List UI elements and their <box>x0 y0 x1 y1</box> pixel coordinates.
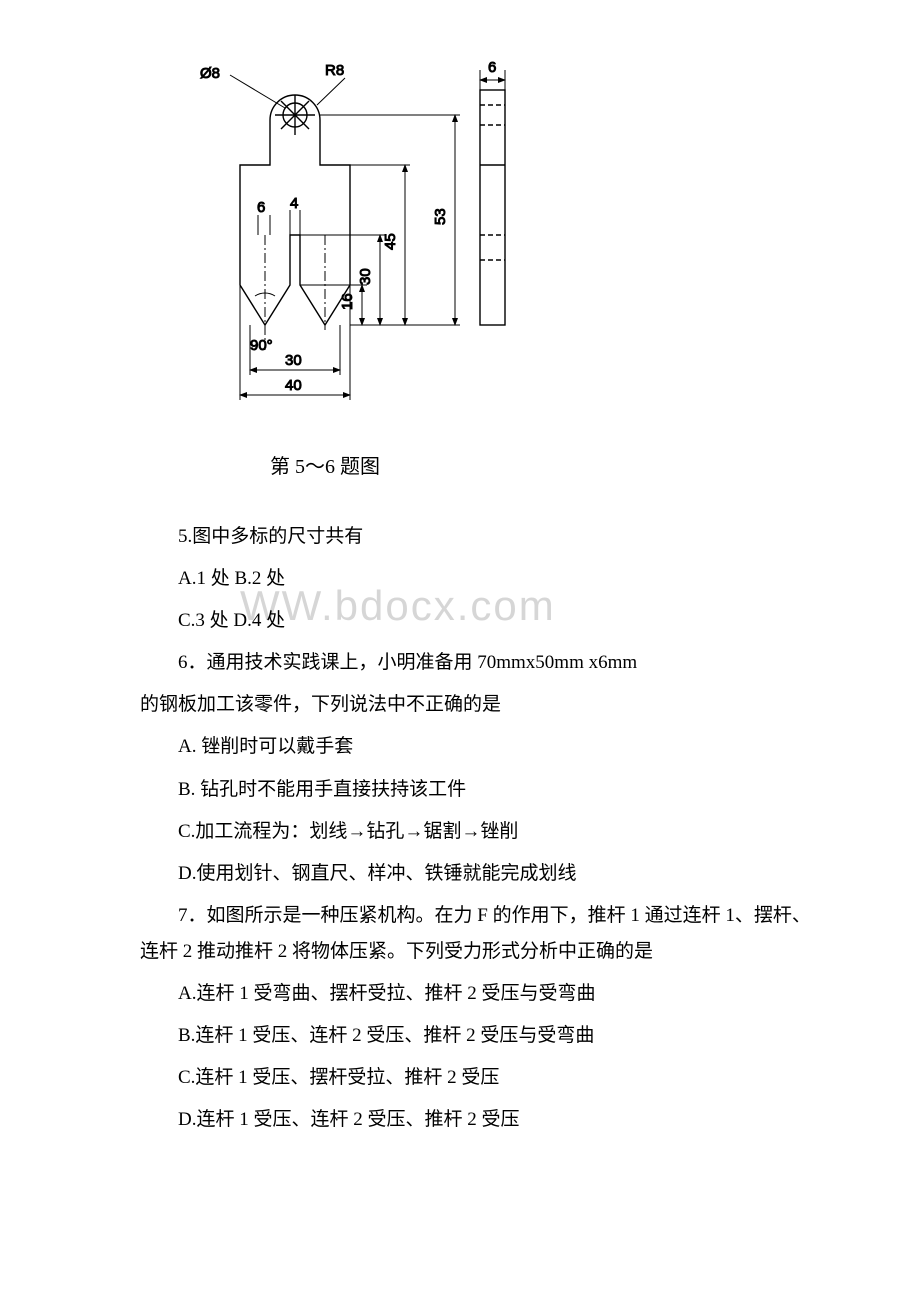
dim-6left: 6 <box>257 199 265 216</box>
q7-opt-d: D.连杆 1 受压、连杆 2 受压、推杆 2 受压 <box>140 1102 820 1138</box>
q6-stem2: 的钢板加工该零件，下列说法中不正确的是 <box>140 687 820 723</box>
dim-phi8: Ø8 <box>200 65 220 82</box>
drawing-svg: Ø8 R8 6 6 4 45 30 <box>170 60 590 440</box>
q6-opt-b: B. 钻孔时不能用手直接扶持该工件 <box>140 772 820 808</box>
diagram-caption: 第 5～6 题图 <box>270 450 820 479</box>
dim-45: 45 <box>382 233 399 250</box>
dim-4: 4 <box>290 195 298 212</box>
dim-30h: 30 <box>285 352 302 369</box>
q5-opt-cd: C.3 处 D.4 处 <box>140 603 820 639</box>
q6-stem1: 6．通用技术实践课上，小明准备用 70mmx50mm x6mm <box>140 645 820 681</box>
q5-opt-ab: A.1 处 B.2 处 <box>140 561 820 597</box>
q7-opt-b: B.连杆 1 受压、连杆 2 受压、推杆 2 受压与受弯曲 <box>140 1018 820 1054</box>
q6-opt-d: D.使用划针、钢直尺、样冲、铁锤就能完成划线 <box>140 856 820 892</box>
q6-opt-a: A. 锉削时可以戴手套 <box>140 729 820 765</box>
technical-drawing: Ø8 R8 6 6 4 45 30 <box>170 60 820 479</box>
q7-opt-c: C.连杆 1 受压、摆杆受拉、推杆 2 受压 <box>140 1060 820 1096</box>
q5-stem: 5.图中多标的尺寸共有 <box>140 519 820 555</box>
dim-30v: 30 <box>357 268 374 285</box>
dim-40: 40 <box>285 377 302 394</box>
q7-stem: 7．如图所示是一种压紧机构。在力 F 的作用下，推杆 1 通过连杆 1、摆杆、连… <box>140 898 820 970</box>
dim-53: 53 <box>432 208 449 225</box>
dim-r8: R8 <box>325 62 344 79</box>
dim-16: 16 <box>339 293 356 310</box>
dim-6top: 6 <box>488 60 496 76</box>
q6-opt-c: C.加工流程为：划线→钻孔→锯割→锉削 <box>140 814 820 850</box>
dim-90deg: 90° <box>250 337 273 354</box>
q7-opt-a: A.连杆 1 受弯曲、摆杆受拉、推杆 2 受压与受弯曲 <box>140 976 820 1012</box>
